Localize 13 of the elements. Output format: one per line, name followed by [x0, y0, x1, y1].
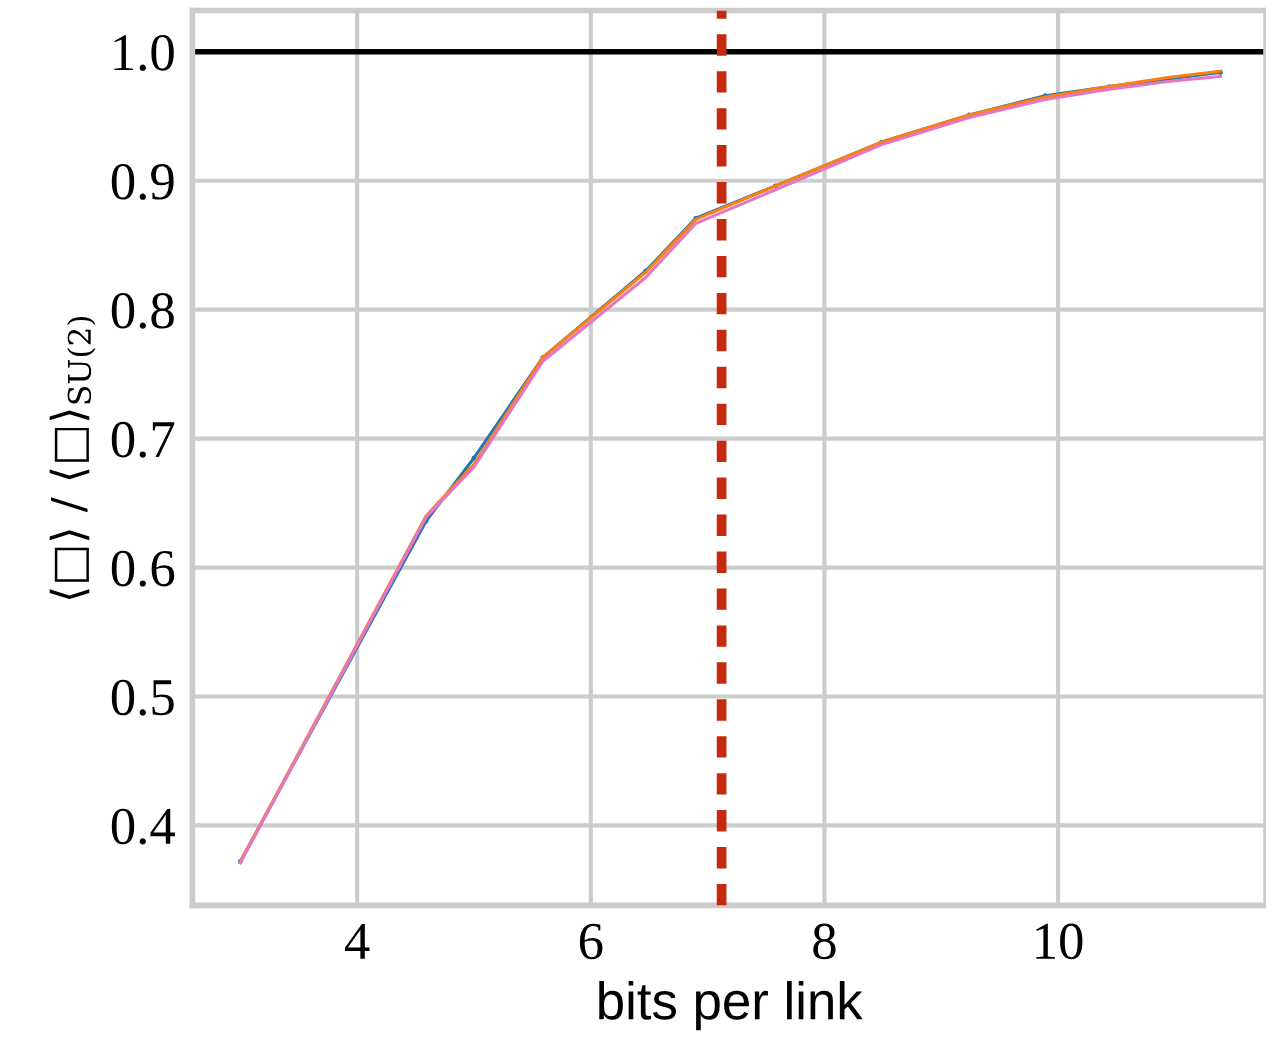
y-tick-label: 1.0 [114, 35, 174, 71]
y-tick-label: 0.4 [111, 808, 175, 845]
y-tick-label: 0.8 [111, 292, 174, 329]
y-tick-label: 0.9 [111, 163, 174, 200]
x-axis-title: bits per link [599, 981, 863, 1031]
x-tick-label: 8 [813, 923, 836, 960]
y-tick-label: 0.6 [111, 550, 175, 587]
y-tick-label: 0.5 [111, 679, 174, 716]
x-tick-label: 6 [579, 923, 603, 960]
y-tick-label: 0.7 [111, 421, 175, 458]
x-tick-label: 4 [344, 923, 370, 959]
x-tick-label: 10 [1036, 923, 1083, 960]
y-axis-title: ⟨□⟩ / ⟨□⟩$_{SU(2)}$ [49, 316, 96, 600]
